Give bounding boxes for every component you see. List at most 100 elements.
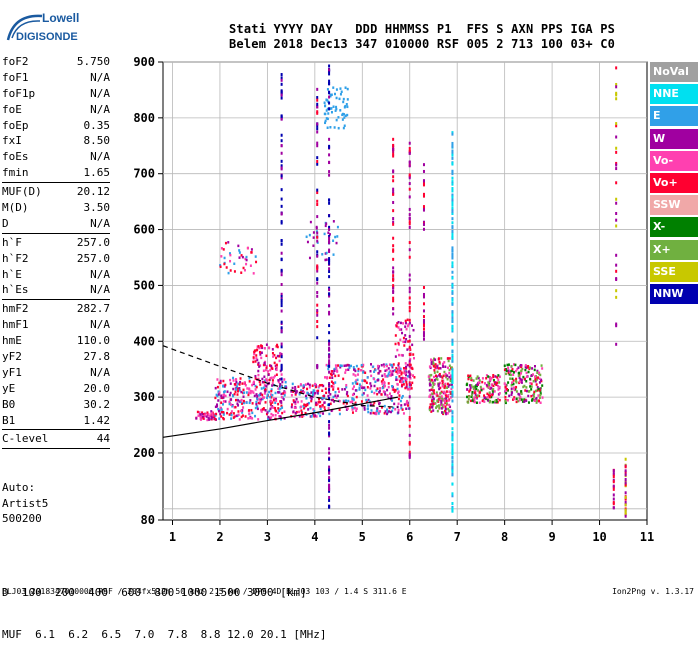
echo-point [439, 391, 442, 395]
echo-point [399, 399, 402, 403]
echo-point [198, 411, 201, 414]
echo-point [232, 387, 235, 391]
echo-point [328, 498, 331, 502]
echo-point [445, 399, 448, 403]
echo-point [408, 164, 411, 168]
echo-point [302, 384, 305, 387]
echo-point [334, 391, 337, 394]
echo-point [381, 382, 384, 385]
echo-point [409, 366, 412, 370]
echo-point [402, 412, 405, 415]
echo-point [615, 93, 618, 97]
echo-point [451, 195, 454, 199]
echo-point [342, 377, 345, 381]
echo-point [430, 399, 433, 403]
echo-point [292, 399, 295, 402]
echo-point [422, 181, 425, 185]
auto-line3: 500200 [2, 512, 42, 525]
echo-point [248, 401, 251, 405]
echo-point [386, 412, 389, 416]
echo-point [248, 388, 251, 391]
echo-point [232, 412, 235, 415]
echo-point [214, 414, 217, 417]
echo-point [236, 385, 239, 388]
echo-point [202, 415, 205, 419]
echo-point [255, 354, 258, 357]
echo-point [439, 367, 442, 370]
echo-point [278, 354, 281, 358]
echo-point [366, 404, 369, 407]
echo-point [441, 411, 444, 414]
echo-point [429, 358, 432, 361]
echo-point [437, 367, 440, 370]
echo-point [536, 399, 539, 403]
echo-point [220, 247, 223, 250]
echo-point [235, 388, 238, 391]
echo-point [327, 394, 330, 398]
echo-point [539, 373, 542, 377]
echo-point [515, 385, 518, 389]
echo-point [451, 328, 454, 332]
echo-point [392, 146, 395, 150]
echo-point [512, 363, 515, 366]
echo-point [422, 192, 425, 196]
echo-point [328, 227, 331, 231]
echo-point [451, 249, 454, 253]
echo-point [280, 91, 283, 95]
echo-point [435, 391, 438, 394]
echo-point [477, 381, 480, 384]
echo-point [234, 405, 237, 409]
echo-point [354, 380, 357, 384]
echo-point [315, 401, 318, 405]
echo-point [346, 407, 349, 410]
echo-point [504, 385, 507, 389]
echo-point [485, 383, 488, 387]
echo-point [196, 410, 199, 414]
echo-point [624, 500, 627, 504]
echo-point [530, 385, 533, 388]
echo-point [489, 392, 492, 396]
echo-point [319, 405, 322, 408]
echo-point [280, 353, 283, 357]
echo-point [392, 190, 395, 194]
echo-point [260, 408, 263, 412]
echo-point [517, 399, 520, 403]
echo-point [431, 395, 434, 399]
echo-point [392, 192, 395, 196]
echo-point [469, 374, 472, 378]
echo-point [280, 342, 283, 346]
echo-point [533, 368, 536, 372]
parameter-value: N/A [90, 86, 110, 100]
echo-point [440, 395, 443, 398]
echo-point [263, 392, 266, 395]
parameter-value: 257.0 [76, 251, 110, 265]
echo-point [390, 394, 393, 398]
echo-point [507, 366, 510, 370]
echo-point [328, 240, 331, 244]
echo-point [376, 392, 379, 396]
echo-point [266, 411, 269, 414]
echo-point [326, 99, 329, 102]
parameter-row: hmF2 282.7 [2, 301, 110, 317]
echo-point [523, 400, 526, 403]
echo-point [380, 406, 383, 409]
echo-point [392, 244, 395, 248]
echo-point [244, 415, 247, 418]
echo-point [481, 377, 484, 380]
echo-point [498, 375, 501, 379]
echo-point [360, 363, 363, 367]
echo-point [277, 380, 280, 384]
echo-point [466, 388, 469, 391]
echo-point [360, 386, 363, 389]
echo-point [281, 411, 284, 415]
echo-point [444, 400, 447, 403]
echo-point [384, 375, 387, 378]
echo-point [429, 379, 432, 383]
echo-point [503, 368, 506, 372]
echo-point [280, 355, 283, 359]
echo-point [300, 400, 303, 403]
echo-point [401, 378, 404, 382]
echo-point [449, 383, 452, 387]
echo-point [315, 389, 318, 393]
y-tick-label: 500 [133, 278, 155, 292]
